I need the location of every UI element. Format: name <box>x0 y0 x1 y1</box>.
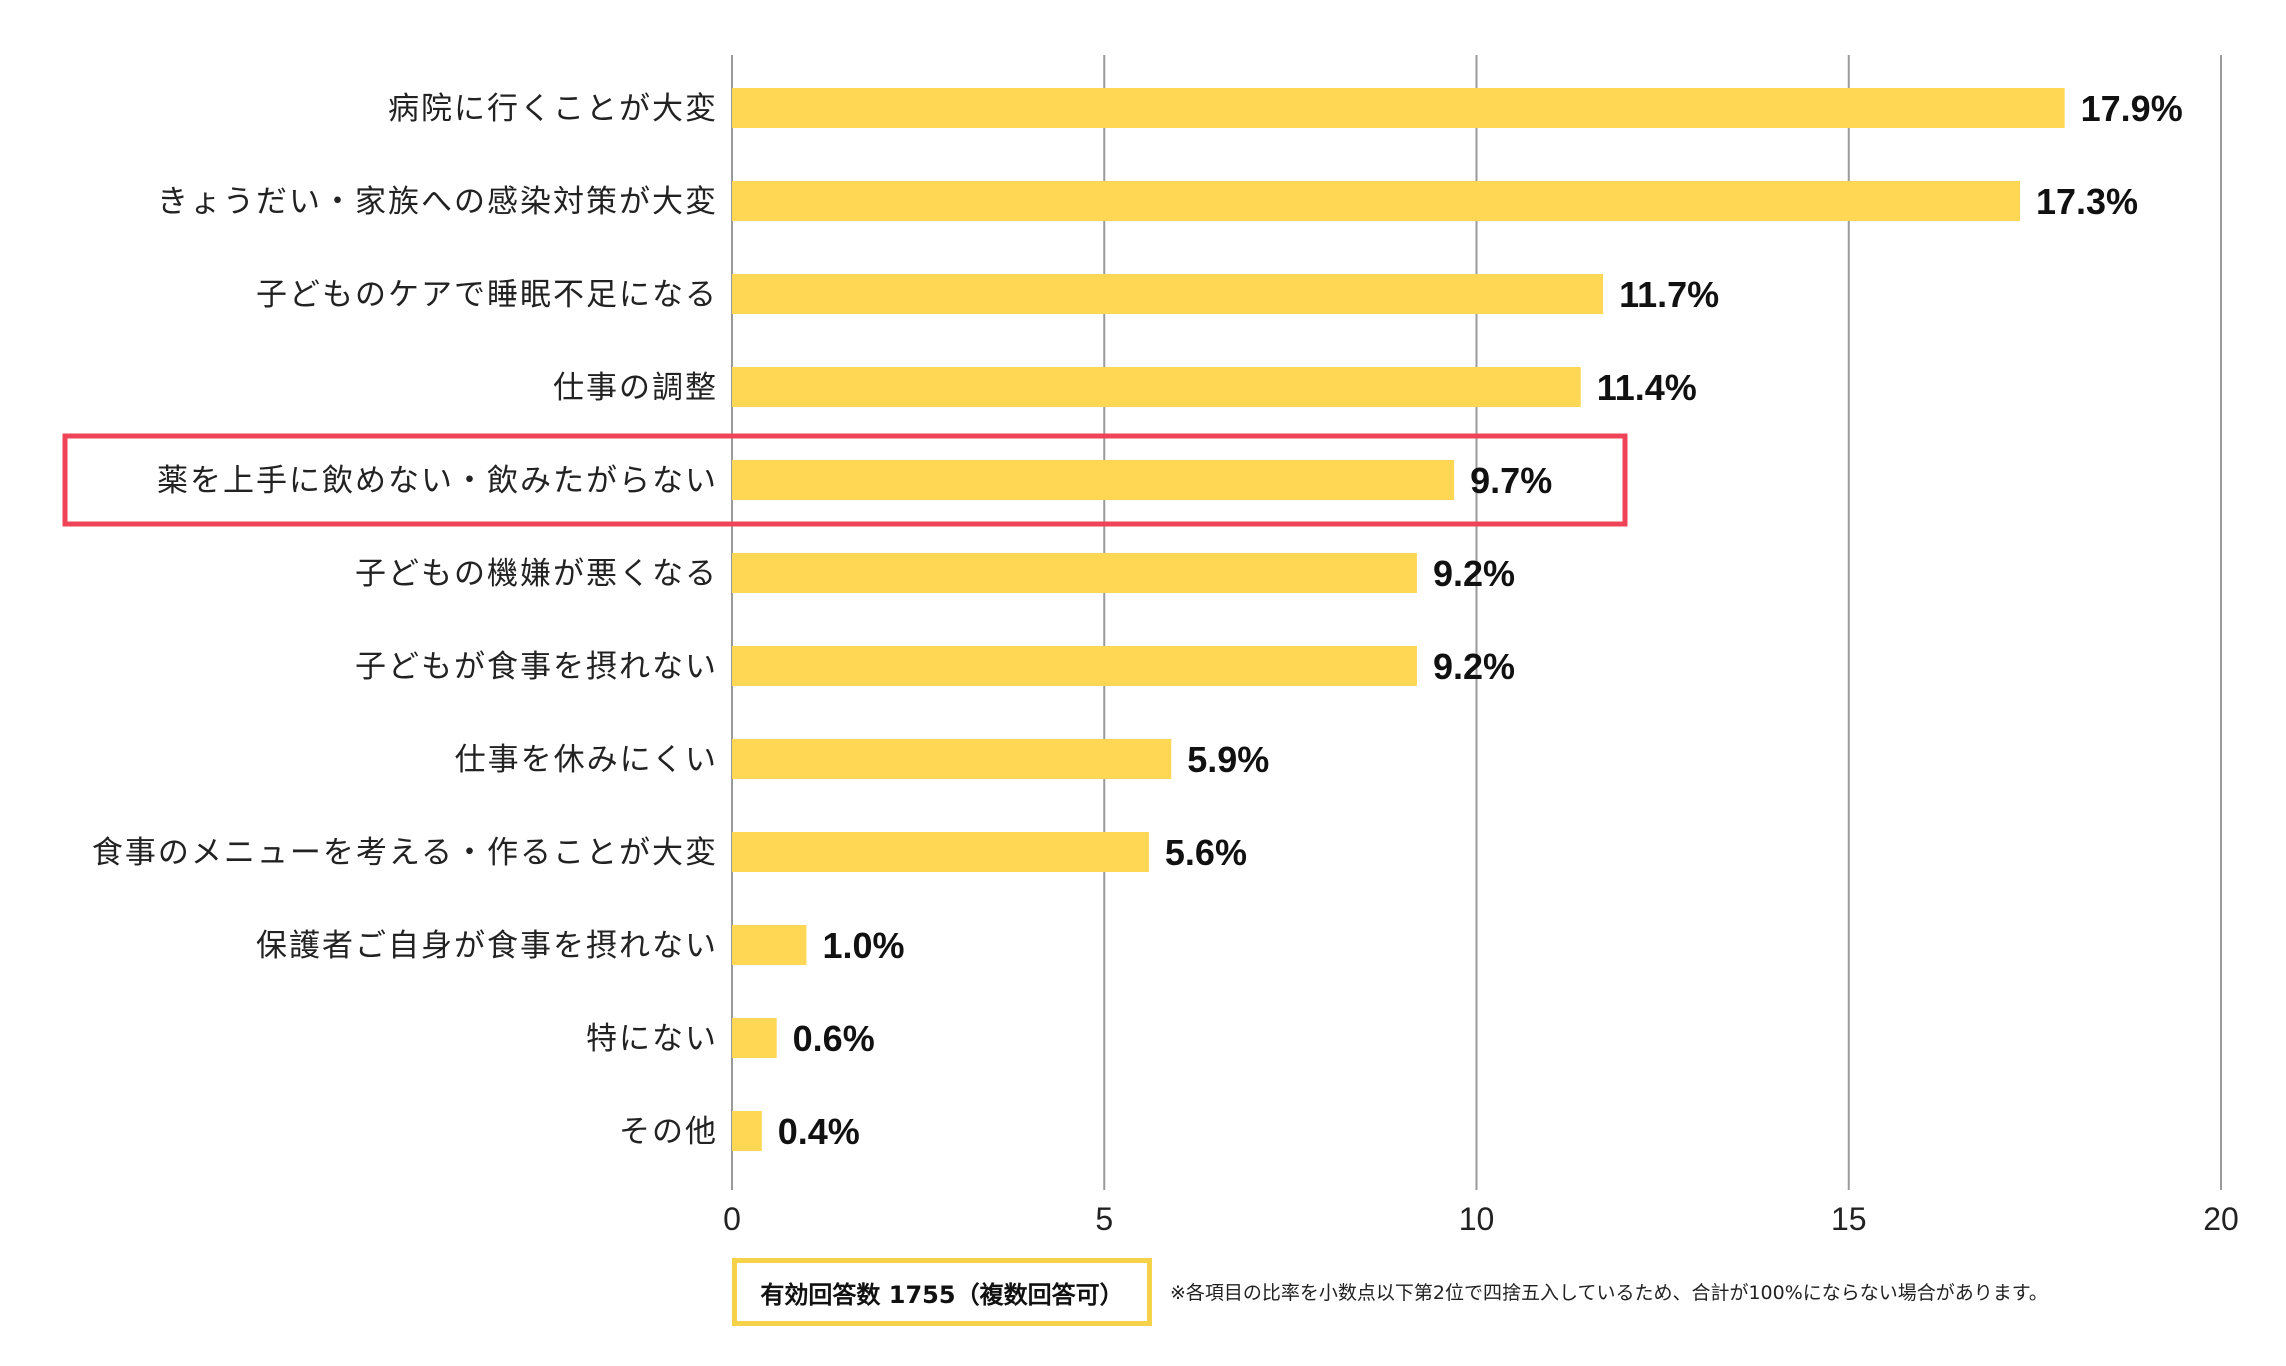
x-tick-labels: 0 5 10 15 20 <box>723 1201 2239 1237</box>
data-label: 5.6% <box>1165 832 1247 873</box>
category-label: 病院に行くことが大変 <box>388 91 718 127</box>
category-label: 仕事の調整 <box>553 370 718 406</box>
bar <box>732 460 1455 500</box>
bar <box>732 367 1581 407</box>
bar <box>732 181 2020 221</box>
data-label: 11.7% <box>1619 274 1719 315</box>
category-label: 薬を上手に飲めない・飲みたがらない <box>157 463 718 499</box>
category-label: 子どものケアで睡眠不足になる <box>256 277 718 313</box>
value-labels: 17.9% 17.3% 11.7% 11.4% 9.7% 9.2% 9.2% 5.9% 5.6%… <box>778 88 2183 1152</box>
category-label: その他 <box>619 1114 718 1150</box>
x-tick-label: 0 <box>723 1201 741 1237</box>
bar <box>732 88 2065 128</box>
category-label: 保護者ご自身が食事を摂れない <box>256 928 718 964</box>
category-label: きょうだい・家族への感染対策が大変 <box>157 184 718 220</box>
bar <box>732 553 1417 593</box>
highlight-rectangle <box>62 433 1628 527</box>
data-label: 1.0% <box>822 925 904 966</box>
data-label: 5.9% <box>1187 739 1269 780</box>
gridlines <box>731 55 2222 1190</box>
category-label: 子どもが食事を摂れない <box>355 649 718 685</box>
category-labels: 病院に行くことが大変きょうだい・家族への感染対策が大変子どものケアで睡眠不足にな… <box>92 91 718 1150</box>
x-tick-label: 20 <box>2203 1201 2239 1237</box>
sample-size-text: 有効回答数 1755（複数回答可） <box>760 1280 1124 1309</box>
bar <box>732 1111 762 1151</box>
data-label: 17.3% <box>2036 181 2138 222</box>
category-label: 仕事を休みにくい <box>455 742 718 778</box>
bar <box>732 739 1172 779</box>
highlight-box <box>62 433 1628 527</box>
x-tick-label: 5 <box>1095 1201 1113 1237</box>
bar <box>732 274 1604 314</box>
bar <box>732 925 807 965</box>
x-tick-label: 10 <box>1459 1201 1495 1237</box>
data-label: 0.6% <box>793 1018 875 1059</box>
bar <box>732 832 1149 872</box>
bars <box>732 88 2065 1151</box>
data-label: 9.2% <box>1433 646 1515 687</box>
data-label: 17.9% <box>2081 88 2183 129</box>
category-label: 子どもの機嫌が悪くなる <box>355 556 718 592</box>
x-tick-label: 15 <box>1831 1201 1867 1237</box>
bar <box>732 1018 777 1058</box>
data-label: 11.4% <box>1597 367 1697 408</box>
category-label: 特にない <box>586 1021 718 1057</box>
bar <box>732 646 1417 686</box>
sample-size-box: 有効回答数 1755（複数回答可） <box>732 1258 1152 1326</box>
category-label: 食事のメニューを考える・作ることが大変 <box>92 835 718 871</box>
rounding-note: ※各項目の比率を小数点以下第2位で四捨五入しているため、合計が100%にならない… <box>1170 1282 2048 1304</box>
data-label: 9.7% <box>1470 460 1552 501</box>
data-label: 0.4% <box>778 1111 860 1152</box>
data-label: 9.2% <box>1433 553 1515 594</box>
